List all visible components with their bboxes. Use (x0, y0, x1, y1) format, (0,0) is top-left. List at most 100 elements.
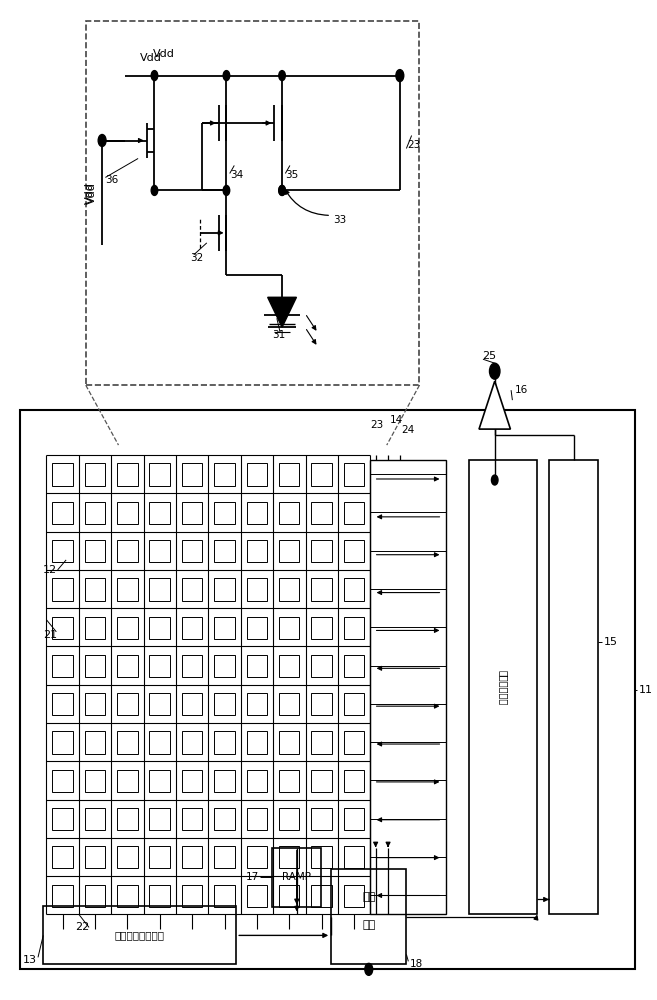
Bar (53, 502, 73, 524)
Bar (214, 540, 235, 562)
Bar (344, 502, 364, 524)
Bar (344, 808, 364, 830)
Bar (182, 502, 202, 524)
Bar (150, 578, 170, 601)
Circle shape (279, 71, 285, 81)
Bar (150, 463, 170, 486)
Bar (279, 808, 300, 830)
Bar (150, 540, 170, 562)
Circle shape (223, 71, 230, 81)
Bar (311, 693, 332, 715)
Bar (246, 578, 267, 601)
Bar (344, 885, 364, 907)
Bar (311, 770, 332, 792)
Text: 15: 15 (603, 637, 618, 647)
Bar (311, 808, 332, 830)
Text: 32: 32 (191, 253, 204, 263)
Bar (279, 846, 300, 868)
Text: 23: 23 (408, 140, 421, 150)
Bar (311, 885, 332, 907)
Text: 31: 31 (272, 330, 285, 340)
Bar (344, 693, 364, 715)
Text: 34: 34 (230, 170, 243, 180)
Text: Vdd: Vdd (153, 49, 175, 59)
Bar (311, 731, 332, 754)
Circle shape (151, 71, 158, 81)
Polygon shape (267, 297, 296, 327)
Bar (214, 617, 235, 639)
Bar (117, 578, 137, 601)
Bar (279, 693, 300, 715)
Bar (279, 655, 300, 677)
Bar (279, 885, 300, 907)
Text: 21: 21 (43, 630, 57, 640)
Bar (150, 502, 170, 524)
Circle shape (279, 185, 285, 195)
Bar (150, 655, 170, 677)
Bar (53, 540, 73, 562)
Text: 回路: 回路 (362, 920, 375, 930)
Bar (371, 460, 445, 914)
Bar (182, 463, 202, 486)
Bar (214, 885, 235, 907)
Bar (43, 906, 237, 964)
Text: Vdd: Vdd (140, 53, 162, 63)
Bar (117, 502, 137, 524)
Bar (246, 617, 267, 639)
Text: 11: 11 (639, 685, 652, 695)
Bar (182, 655, 202, 677)
Bar (150, 885, 170, 907)
Bar (150, 693, 170, 715)
Bar (117, 808, 137, 830)
Bar (311, 617, 332, 639)
Text: 画像信号处理回路: 画像信号处理回路 (115, 930, 165, 940)
Bar (117, 540, 137, 562)
Text: 18: 18 (410, 959, 423, 969)
Bar (85, 502, 105, 524)
Bar (246, 808, 267, 830)
Bar (311, 578, 332, 601)
Bar (20, 410, 635, 969)
Bar (279, 463, 300, 486)
Bar (246, 846, 267, 868)
Bar (53, 731, 73, 754)
Bar (53, 655, 73, 677)
Bar (214, 655, 235, 677)
Bar (182, 540, 202, 562)
Bar (279, 540, 300, 562)
Bar (468, 460, 537, 914)
Bar (344, 770, 364, 792)
Bar (344, 578, 364, 601)
Bar (53, 693, 73, 715)
Text: 23: 23 (371, 420, 384, 430)
Bar (344, 540, 364, 562)
Bar (53, 463, 73, 486)
Bar (117, 770, 137, 792)
Bar (246, 540, 267, 562)
Bar (246, 655, 267, 677)
Bar (117, 885, 137, 907)
Bar (182, 808, 202, 830)
Circle shape (396, 70, 404, 82)
Text: 13: 13 (23, 955, 37, 965)
Bar (182, 578, 202, 601)
Text: 36: 36 (105, 175, 119, 185)
Bar (85, 578, 105, 601)
Bar (182, 617, 202, 639)
Text: RAMP: RAMP (283, 872, 311, 882)
Circle shape (489, 363, 500, 379)
Bar (117, 846, 137, 868)
Bar (53, 578, 73, 601)
Text: 24: 24 (401, 425, 415, 435)
Bar (150, 617, 170, 639)
Bar (549, 460, 598, 914)
Polygon shape (479, 381, 510, 429)
Bar (182, 846, 202, 868)
Bar (150, 731, 170, 754)
Text: 12: 12 (43, 565, 57, 575)
Bar (279, 502, 300, 524)
Bar (279, 578, 300, 601)
Bar (214, 578, 235, 601)
Bar (279, 770, 300, 792)
Bar (214, 770, 235, 792)
